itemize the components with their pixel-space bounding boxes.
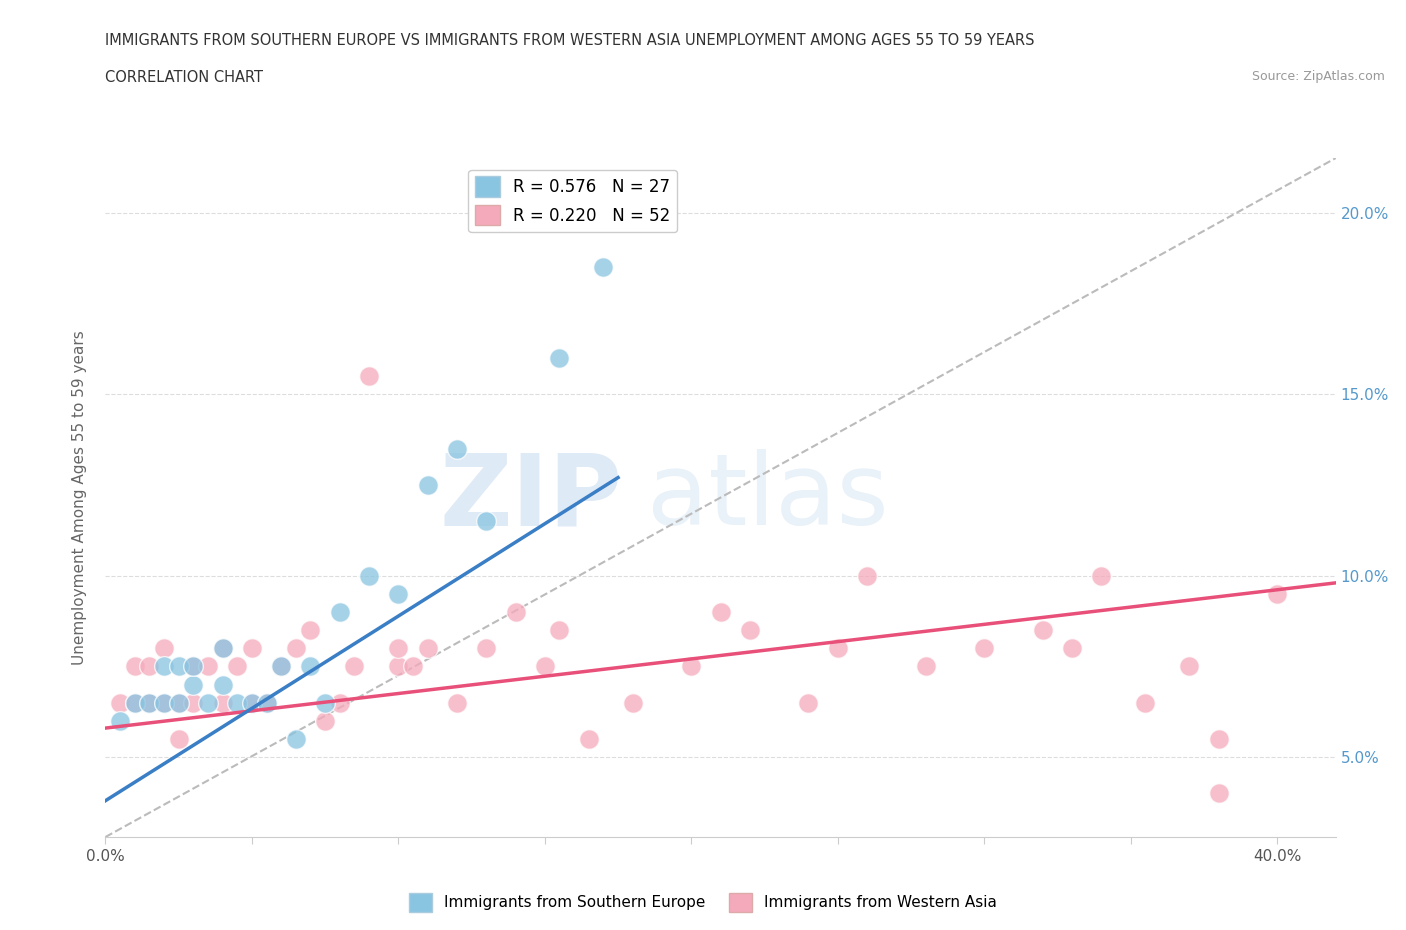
- Point: [592, 259, 614, 274]
- Point: [797, 696, 820, 711]
- Point: [183, 659, 205, 674]
- Point: [183, 696, 205, 711]
- Point: [387, 586, 409, 601]
- Point: [1032, 622, 1054, 637]
- Point: [343, 659, 366, 674]
- Point: [226, 659, 249, 674]
- Point: [314, 696, 336, 711]
- Point: [1208, 732, 1230, 747]
- Point: [1208, 786, 1230, 801]
- Point: [710, 604, 733, 619]
- Point: [914, 659, 936, 674]
- Text: CORRELATION CHART: CORRELATION CHART: [105, 70, 263, 85]
- Point: [256, 696, 278, 711]
- Point: [314, 713, 336, 728]
- Point: [256, 696, 278, 711]
- Point: [402, 659, 425, 674]
- Point: [1265, 586, 1288, 601]
- Point: [856, 568, 879, 583]
- Point: [329, 604, 352, 619]
- Y-axis label: Unemployment Among Ages 55 to 59 years: Unemployment Among Ages 55 to 59 years: [72, 330, 87, 665]
- Point: [387, 659, 409, 674]
- Point: [548, 351, 571, 365]
- Point: [167, 732, 190, 747]
- Point: [578, 732, 600, 747]
- Text: IMMIGRANTS FROM SOUTHERN EUROPE VS IMMIGRANTS FROM WESTERN ASIA UNEMPLOYMENT AMO: IMMIGRANTS FROM SOUTHERN EUROPE VS IMMIG…: [105, 33, 1035, 47]
- Point: [167, 659, 190, 674]
- Point: [548, 622, 571, 637]
- Point: [1178, 659, 1201, 674]
- Point: [138, 696, 160, 711]
- Point: [533, 659, 555, 674]
- Point: [1090, 568, 1112, 583]
- Legend: Immigrants from Southern Europe, Immigrants from Western Asia: Immigrants from Southern Europe, Immigra…: [404, 887, 1002, 918]
- Point: [387, 641, 409, 656]
- Point: [505, 604, 527, 619]
- Point: [359, 568, 381, 583]
- Point: [475, 513, 498, 528]
- Point: [226, 696, 249, 711]
- Point: [270, 659, 292, 674]
- Point: [153, 659, 176, 674]
- Point: [329, 696, 352, 711]
- Point: [124, 696, 146, 711]
- Point: [416, 641, 439, 656]
- Point: [681, 659, 703, 674]
- Point: [827, 641, 849, 656]
- Point: [197, 659, 219, 674]
- Point: [475, 641, 498, 656]
- Point: [299, 622, 322, 637]
- Text: ZIP: ZIP: [439, 449, 621, 546]
- Point: [153, 696, 176, 711]
- Point: [183, 659, 205, 674]
- Point: [240, 696, 263, 711]
- Point: [138, 696, 160, 711]
- Point: [211, 641, 233, 656]
- Point: [1062, 641, 1084, 656]
- Point: [738, 622, 761, 637]
- Point: [211, 696, 233, 711]
- Point: [153, 641, 176, 656]
- Point: [240, 641, 263, 656]
- Point: [197, 696, 219, 711]
- Point: [284, 732, 307, 747]
- Point: [416, 477, 439, 492]
- Point: [167, 696, 190, 711]
- Point: [446, 696, 468, 711]
- Point: [211, 641, 233, 656]
- Point: [359, 368, 381, 383]
- Point: [299, 659, 322, 674]
- Point: [240, 696, 263, 711]
- Point: [621, 696, 644, 711]
- Point: [153, 696, 176, 711]
- Point: [108, 713, 131, 728]
- Point: [124, 659, 146, 674]
- Point: [138, 659, 160, 674]
- Point: [167, 696, 190, 711]
- Point: [1135, 696, 1157, 711]
- Point: [211, 677, 233, 692]
- Point: [973, 641, 995, 656]
- Point: [270, 659, 292, 674]
- Point: [108, 696, 131, 711]
- Point: [183, 677, 205, 692]
- Text: atlas: atlas: [647, 449, 889, 546]
- Point: [446, 441, 468, 456]
- Point: [284, 641, 307, 656]
- Text: Source: ZipAtlas.com: Source: ZipAtlas.com: [1251, 70, 1385, 83]
- Legend: R = 0.576   N = 27, R = 0.220   N = 52: R = 0.576 N = 27, R = 0.220 N = 52: [468, 170, 678, 232]
- Point: [124, 696, 146, 711]
